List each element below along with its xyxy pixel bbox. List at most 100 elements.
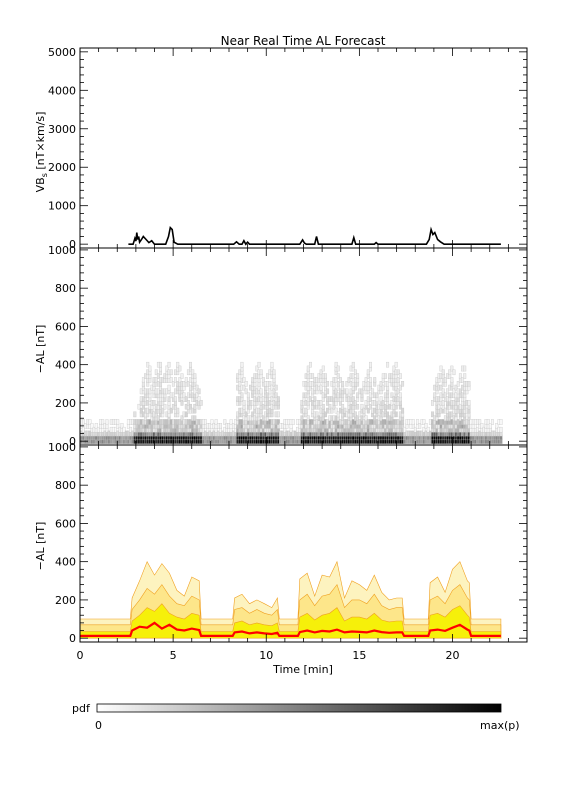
pdf-cell (390, 400, 394, 406)
pdf-cell (347, 377, 351, 383)
pdf-cell (336, 365, 340, 372)
pdf-cell (334, 377, 338, 383)
pdf-cell (191, 369, 195, 376)
pdf-cell (255, 365, 259, 372)
pdf-cell (120, 423, 124, 429)
pdf-cell (336, 381, 340, 387)
pdf-cell (180, 400, 184, 406)
x-axis-label: Time [min] (272, 663, 333, 676)
pdf-cell (276, 396, 280, 402)
pdf-cell (259, 388, 263, 395)
pdf-cell (439, 384, 443, 391)
al-forecast-data (79, 560, 502, 639)
chart-title: Near Real Time AL Forecast (221, 34, 386, 48)
pdf-cell (443, 392, 447, 399)
al-forecast-y-ticks: 0 200 400 600 800 1000 (48, 441, 527, 645)
pdf-cell (141, 377, 145, 383)
pdf-cell (386, 361, 390, 368)
pdf-cell (416, 419, 420, 425)
pdf-cell (180, 415, 184, 421)
pdf-cell (341, 403, 345, 410)
pdf-cell (171, 392, 175, 399)
pdf-cell (354, 411, 357, 418)
pdf-cell (178, 377, 182, 383)
al-pdf-x-ticks (79, 248, 528, 445)
pdf-cell (319, 369, 323, 376)
pdf-cell (193, 415, 197, 421)
al-pdf-y-axis-label: −AL [nT] (34, 325, 47, 374)
pdf-cell (242, 400, 246, 406)
x-tick-labels: 0 5 10 15 20 (77, 649, 460, 662)
pdf-cell (94, 423, 98, 429)
pdf-cell (386, 411, 390, 418)
pdf-cell (467, 381, 471, 387)
pdf-cell (259, 369, 263, 376)
y-tick-label: 4000 (48, 84, 76, 97)
pdf-cell (251, 411, 255, 418)
pdf-cell (244, 381, 248, 387)
pdf-cell (441, 400, 445, 406)
pdf-cell (81, 426, 85, 433)
pdf-cell (193, 388, 197, 395)
pdf-cell (321, 403, 325, 410)
pdf-cell (396, 388, 400, 395)
pdf-cell (448, 369, 452, 376)
pdf-cell (373, 377, 377, 383)
pdf-cell (386, 381, 390, 387)
vbs-data (128, 225, 501, 246)
pdf-cell (356, 392, 360, 399)
pdf-cell (156, 373, 160, 379)
pdf-cell (148, 388, 152, 395)
pdf-cell (154, 369, 158, 376)
pdf-cell (291, 419, 295, 425)
pdf-cell (360, 415, 364, 421)
pdf-cell (431, 411, 435, 418)
pdf-cell (189, 361, 192, 368)
pdf-cell (146, 400, 150, 406)
pdf-cell (403, 426, 407, 433)
pdf-cell (452, 369, 456, 376)
pdf-cell (366, 369, 370, 376)
pdf-cell (488, 423, 492, 429)
pdf-cell (184, 396, 188, 402)
pdf-cell (458, 373, 462, 379)
pdf-cell (401, 407, 405, 414)
pdf-cell (270, 396, 274, 402)
pdf-cell (176, 407, 180, 414)
pdf-cell (165, 365, 169, 372)
pdf-cell (276, 419, 280, 425)
pdf-cell (88, 419, 92, 425)
pdf-cell (398, 384, 402, 391)
pdf-cell (148, 365, 152, 372)
pdf-cell (195, 392, 199, 399)
pdf-cell (401, 381, 405, 387)
pdf-cell (390, 392, 394, 399)
pdf-cell (238, 381, 242, 387)
vbs-y-axis-label: VBs [nT×km/s] (34, 112, 49, 193)
pdf-cell (146, 361, 150, 368)
pdf-cell (240, 392, 244, 399)
pdf-cell (379, 396, 383, 402)
pdf-cell (197, 388, 201, 395)
pdf-cell (199, 400, 203, 406)
al-forecast-x-ticks (79, 445, 528, 642)
pdf-cell (272, 369, 276, 376)
y-tick-label: 400 (55, 556, 76, 569)
pdf-cell (180, 373, 184, 379)
vbs-frame (79, 47, 528, 249)
pdf-cell (167, 361, 171, 368)
pdf-cell (392, 365, 396, 372)
vbs-y-ticks: 0 1000 2000 3000 4000 5000 (48, 46, 527, 251)
y-tick-label: 1000 (48, 244, 76, 257)
vbs-label-rest: [nT×km/s] (34, 112, 47, 174)
pdf-cell (379, 381, 383, 387)
pdf-cell (476, 426, 479, 433)
y-tick-label: 800 (55, 479, 76, 492)
x-tick-label: 0 (77, 649, 84, 662)
pdf-cell (454, 384, 458, 391)
colorbar-max-label: max(p) (480, 719, 520, 732)
pdf-cell (122, 426, 126, 433)
pdf-cell (360, 388, 364, 395)
pdf-cell (396, 369, 400, 376)
pdf-cell (174, 396, 177, 402)
